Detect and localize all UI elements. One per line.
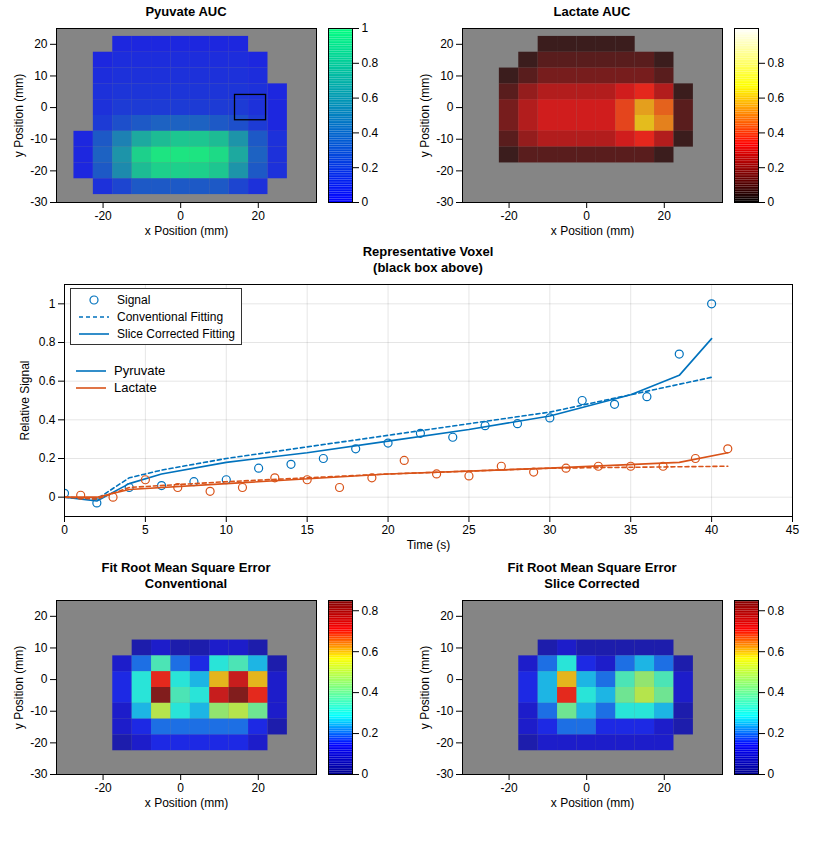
html-text:Pyruvate: Pyruvate [114, 363, 166, 378]
svg-text:20: 20 [440, 37, 454, 51]
svg-text:1: 1 [362, 21, 369, 35]
svg-text:0: 0 [41, 100, 48, 114]
svg-text:-10: -10 [30, 704, 48, 718]
svg-text:-20: -20 [30, 164, 48, 178]
html-text:Signal: Signal [117, 292, 151, 307]
svg-text:10: 10 [440, 69, 454, 83]
svg-text:0.2: 0.2 [768, 726, 785, 740]
svg-text:0: 0 [447, 672, 454, 686]
svg-text:0: 0 [41, 672, 48, 686]
svg-text:0.2: 0.2 [362, 161, 379, 175]
svg-text:20: 20 [658, 209, 672, 223]
svg-text:0.4: 0.4 [362, 685, 379, 699]
svg-text:y Position (mm): y Position (mm) [418, 74, 432, 157]
svg-text:-10: -10 [436, 704, 454, 718]
svg-text:20: 20 [440, 609, 454, 623]
svg-text:20: 20 [381, 523, 395, 537]
svg-text:-20: -20 [436, 736, 454, 750]
svg-text:0: 0 [768, 195, 775, 209]
svg-text:10: 10 [440, 641, 454, 655]
svg-text:35: 35 [624, 523, 638, 537]
svg-text:10: 10 [34, 641, 48, 655]
svg-text:30: 30 [543, 523, 557, 537]
svg-text:0.2: 0.2 [768, 161, 785, 175]
svg-text:0.8: 0.8 [39, 335, 56, 349]
svg-text:-20: -20 [30, 736, 48, 750]
svg-text:0: 0 [583, 209, 590, 223]
svg-text:0: 0 [768, 767, 775, 781]
svg-text:0: 0 [177, 209, 184, 223]
svg-text:15: 15 [300, 523, 314, 537]
svg-text:10: 10 [34, 69, 48, 83]
svg-text:-10: -10 [30, 132, 48, 146]
svg-text:0.6: 0.6 [768, 645, 785, 659]
svg-text:0.6: 0.6 [39, 374, 56, 388]
svg-text:0: 0 [61, 523, 68, 537]
svg-text:0.8: 0.8 [768, 56, 785, 70]
svg-text:0: 0 [447, 100, 454, 114]
html-text:Representative Voxel (black bo: Representative Voxel (black box above) [362, 244, 494, 275]
html-text:Lactate: Lactate [114, 380, 157, 395]
svg-text:-20: -20 [436, 164, 454, 178]
svg-text:Time (s): Time (s) [407, 538, 451, 552]
svg-text:0.8: 0.8 [768, 604, 785, 618]
svg-text:45: 45 [786, 523, 800, 537]
svg-text:0.4: 0.4 [39, 413, 56, 427]
svg-text:10: 10 [220, 523, 234, 537]
svg-text:0.6: 0.6 [362, 645, 379, 659]
svg-text:0.4: 0.4 [768, 685, 785, 699]
html-text:Fit Root Mean Square Error Con: Fit Root Mean Square Error Conventional [101, 560, 271, 591]
svg-text:20: 20 [34, 609, 48, 623]
svg-text:5: 5 [142, 523, 149, 537]
svg-text:0.4: 0.4 [768, 126, 785, 140]
svg-text:0.6: 0.6 [362, 91, 379, 105]
svg-text:0.6: 0.6 [768, 91, 785, 105]
svg-text:20: 20 [658, 781, 672, 795]
svg-text:1: 1 [49, 297, 56, 311]
svg-text:x Position (mm): x Position (mm) [145, 224, 228, 238]
html-text:Slice Corrected Fitting: Slice Corrected Fitting [117, 326, 235, 341]
svg-text:40: 40 [705, 523, 719, 537]
svg-text:0.8: 0.8 [362, 604, 379, 618]
svg-text:0: 0 [362, 767, 369, 781]
svg-text:0.8: 0.8 [362, 56, 379, 70]
svg-text:20: 20 [252, 209, 266, 223]
svg-text:-20: -20 [94, 781, 112, 795]
svg-text:0: 0 [49, 490, 56, 504]
svg-text:0.4: 0.4 [362, 126, 379, 140]
svg-text:Relative Signal: Relative Signal [18, 360, 32, 440]
html-text:Pyuvate AUC: Pyuvate AUC [145, 4, 227, 19]
svg-text:y Position (mm): y Position (mm) [12, 74, 26, 157]
svg-text:-30: -30 [436, 767, 454, 781]
svg-text:0.2: 0.2 [39, 451, 56, 465]
svg-text:x Position (mm): x Position (mm) [551, 224, 634, 238]
svg-text:20: 20 [252, 781, 266, 795]
svg-text:-20: -20 [500, 781, 518, 795]
svg-text:x Position (mm): x Position (mm) [145, 796, 228, 810]
svg-text:y Position (mm): y Position (mm) [418, 646, 432, 729]
svg-text:25: 25 [462, 523, 476, 537]
svg-text:-30: -30 [30, 767, 48, 781]
svg-text:-10: -10 [436, 132, 454, 146]
svg-text:0.2: 0.2 [362, 726, 379, 740]
svg-text:0: 0 [362, 195, 369, 209]
svg-text:y Position (mm): y Position (mm) [12, 646, 26, 729]
svg-text:20: 20 [34, 37, 48, 51]
svg-text:-20: -20 [500, 209, 518, 223]
svg-text:-30: -30 [436, 195, 454, 209]
svg-text:0: 0 [583, 781, 590, 795]
html-text:Conventional Fitting: Conventional Fitting [117, 309, 224, 324]
svg-text:0: 0 [177, 781, 184, 795]
svg-text:-30: -30 [30, 195, 48, 209]
html-text:Lactate AUC: Lactate AUC [553, 4, 631, 19]
svg-text:-20: -20 [94, 209, 112, 223]
html-text:Fit Root Mean Square Error Sli: Fit Root Mean Square Error Slice Correct… [507, 560, 677, 591]
svg-text:x Position (mm): x Position (mm) [551, 796, 634, 810]
